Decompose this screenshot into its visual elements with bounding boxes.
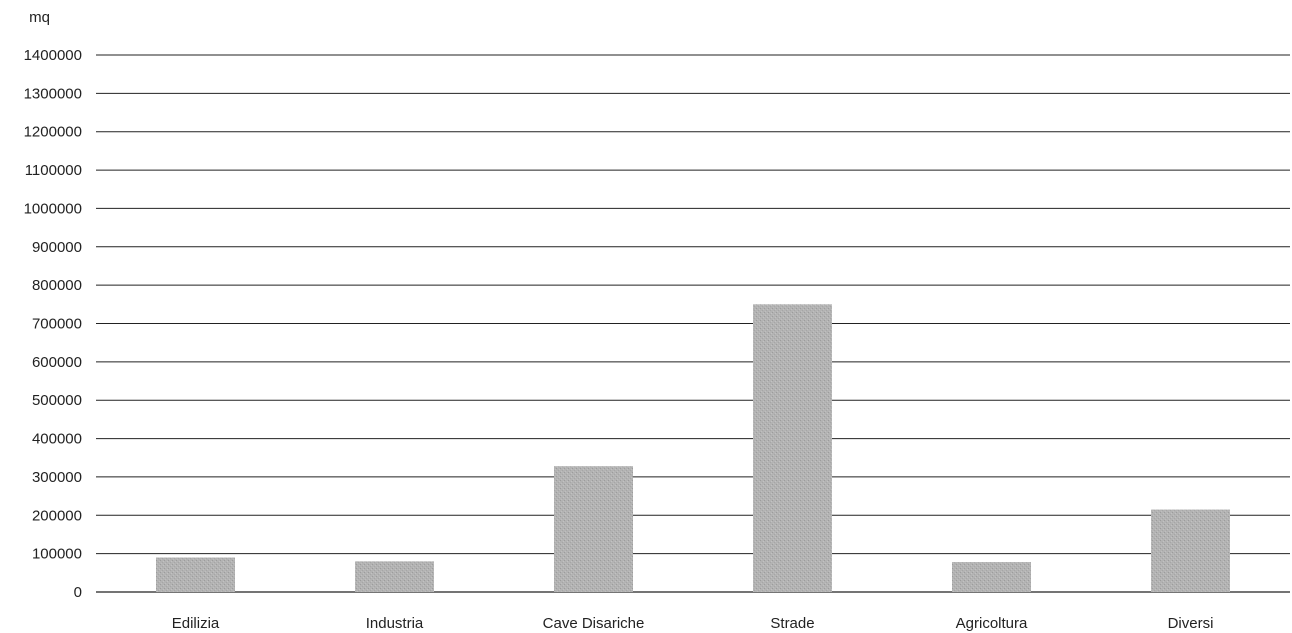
- y-tick-label: 0: [74, 584, 82, 601]
- y-tick-label: 1000000: [24, 200, 82, 217]
- gridlines: [96, 54, 1290, 593]
- y-tick-label: 700000: [32, 316, 82, 333]
- x-category-label: Edilizia: [172, 615, 220, 632]
- x-category-label: Agricoltura: [956, 615, 1028, 632]
- y-tick-label: 1100000: [25, 162, 82, 179]
- y-tick-label: 100000: [32, 546, 82, 563]
- y-tick-label: 200000: [32, 507, 82, 524]
- y-tick-label: 600000: [32, 354, 82, 371]
- y-tick-label: 1400000: [24, 47, 82, 64]
- y-tick-label: 500000: [32, 392, 82, 409]
- x-category-label: Diversi: [1168, 615, 1214, 632]
- y-tick-label: 1200000: [24, 124, 82, 141]
- x-category-label: Cave Disariche: [543, 615, 645, 632]
- bar-industria: [355, 561, 434, 592]
- bar-cave-disariche: [554, 466, 633, 592]
- y-tick-label: 800000: [32, 277, 82, 294]
- bar-strade: [753, 304, 832, 592]
- y-axis-unit-label: mq: [29, 9, 50, 26]
- y-tick-label: 900000: [32, 239, 82, 256]
- y-tick-label: 400000: [32, 431, 82, 448]
- bar-edilizia: [156, 557, 235, 592]
- x-category-label: Industria: [366, 615, 424, 632]
- bars: [156, 304, 1230, 592]
- bar-diversi: [1151, 509, 1230, 592]
- y-axis-ticks: 0 100000 200000 300000 400000 500000 600000 700…: [24, 47, 82, 601]
- x-category-label: Strade: [770, 615, 814, 632]
- y-tick-label: 300000: [32, 469, 82, 486]
- y-tick-label: 1300000: [24, 85, 82, 102]
- bar-agricoltura: [952, 562, 1031, 592]
- x-axis-category-labels: Edilizia Industria Cave Disariche Strade Agr…: [172, 615, 1214, 632]
